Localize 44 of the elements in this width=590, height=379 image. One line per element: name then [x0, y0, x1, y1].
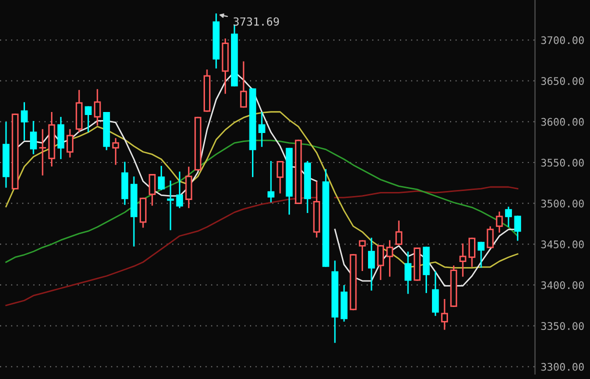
y-tick-label: 3350.00 [541, 322, 584, 330]
candlestick [404, 252, 412, 294]
candlestick [368, 238, 375, 291]
candlestick [176, 172, 184, 208]
candlestick [148, 174, 156, 206]
y-tick-label: 3650.00 [541, 77, 584, 85]
candlestick [167, 180, 174, 230]
line-series [5, 140, 518, 263]
candlestick [377, 245, 384, 280]
y-tick-label: 3600.00 [541, 118, 584, 126]
candlestick [158, 166, 165, 190]
y-tick-label: 3450.00 [541, 240, 584, 248]
candlestick [514, 216, 522, 241]
annotation: 3731.69 [234, 17, 279, 26]
candlestick [432, 271, 439, 316]
y-tick-label: 3500.00 [541, 200, 584, 208]
candlestick [112, 138, 120, 165]
candlestick [276, 160, 284, 194]
candlestick [505, 206, 512, 227]
candlestick [240, 61, 247, 108]
candlestick [268, 160, 274, 202]
candlestick [185, 166, 192, 208]
y-tick-label: 3700.00 [541, 36, 584, 44]
candlestick [140, 198, 147, 228]
candlestick [30, 120, 37, 154]
candlestick [386, 240, 394, 277]
candlestick [358, 240, 366, 271]
candlestick [57, 116, 64, 160]
candlestick [496, 212, 503, 233]
y-tick-label: 3300.00 [541, 362, 584, 371]
candlestick [94, 89, 101, 126]
candlestick [66, 129, 74, 158]
y-tick-label: 3550.00 [541, 158, 584, 167]
candlestick [395, 220, 402, 245]
candlestick [20, 102, 28, 140]
candlestick [84, 106, 92, 132]
candlestick [486, 226, 494, 248]
candlestick [468, 238, 476, 267]
candlestick [441, 298, 448, 330]
y-tick-label: 3400.00 [541, 281, 584, 290]
candlestick [478, 242, 485, 268]
candlestick [39, 129, 46, 176]
candlestick [258, 112, 266, 147]
candlestick [459, 243, 466, 277]
